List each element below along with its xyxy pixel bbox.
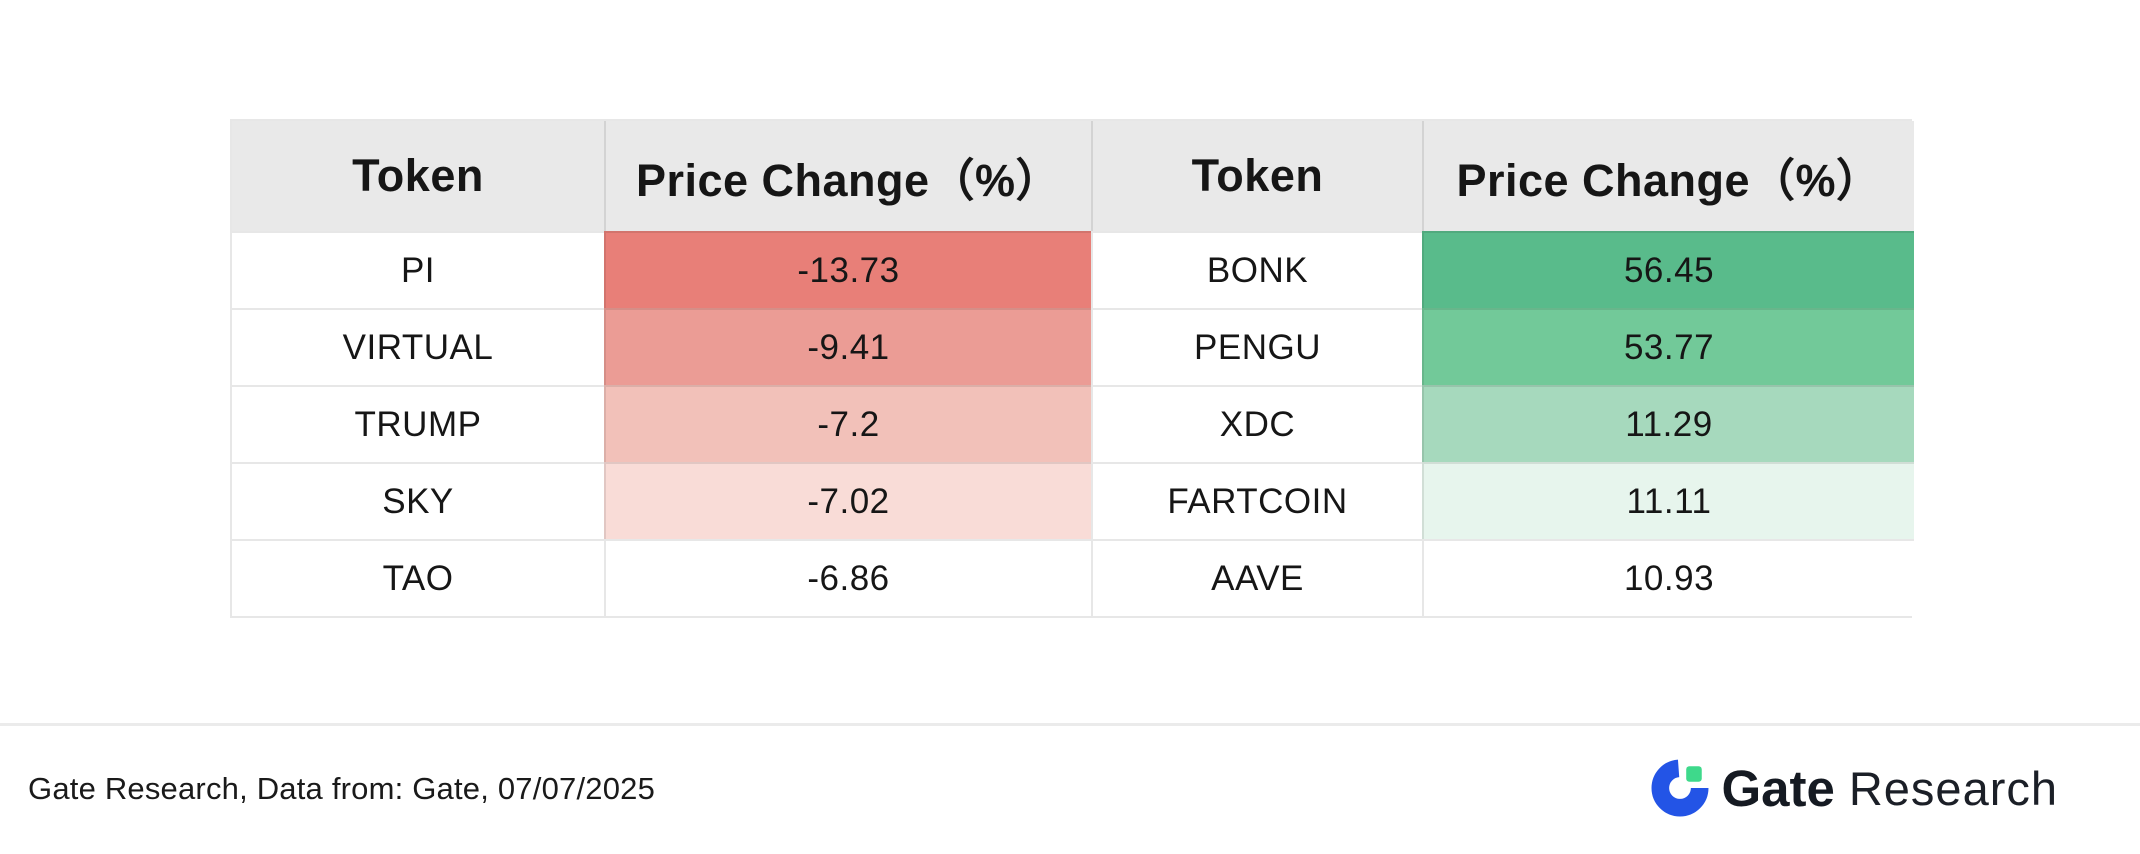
column-header-token-right: Token [1091,121,1422,231]
price-change-cell: 10.93 [1422,539,1914,616]
token-cell: AAVE [1091,539,1422,616]
token-cell: VIRTUAL [232,308,604,385]
price-change-cell: 53.77 [1422,308,1914,385]
gate-research-logo: Gate Research [1651,757,2058,819]
token-cell: SKY [232,462,604,539]
price-change-cell: -7.02 [604,462,1091,539]
logo-text-gate: Gate [1721,759,1835,817]
column-header-token-left: Token [232,121,604,231]
footer-divider [0,723,2140,726]
data-source-note: Gate Research, Data from: Gate, 07/07/20… [28,771,656,806]
price-change-cell: 11.29 [1422,385,1914,462]
gate-logo-ring [1651,759,1709,817]
price-change-cell: -13.73 [604,231,1091,308]
token-cell: XDC [1091,385,1422,462]
price-change-cell: -9.41 [604,308,1091,385]
token-cell: FARTCOIN [1091,462,1422,539]
price-change-cell: -7.2 [604,385,1091,462]
token-cell: PENGU [1091,308,1422,385]
price-change-cell: 11.11 [1422,462,1914,539]
token-price-change-table: Token Price Change（%） Token Price Change… [230,119,1914,618]
column-header-change-right: Price Change（%） [1422,121,1914,231]
column-header-change-left: Price Change（%） [604,121,1091,231]
token-cell: TAO [232,539,604,616]
gate-logo-green-square [1686,766,1703,782]
token-cell: BONK [1091,231,1422,308]
token-cell: PI [232,231,604,308]
gate-logo-icon [1651,759,1709,817]
token-cell: TRUMP [232,385,604,462]
logo-text-research: Research [1848,761,2058,815]
price-change-cell: 56.45 [1422,231,1914,308]
price-change-cell: -6.86 [604,539,1091,616]
